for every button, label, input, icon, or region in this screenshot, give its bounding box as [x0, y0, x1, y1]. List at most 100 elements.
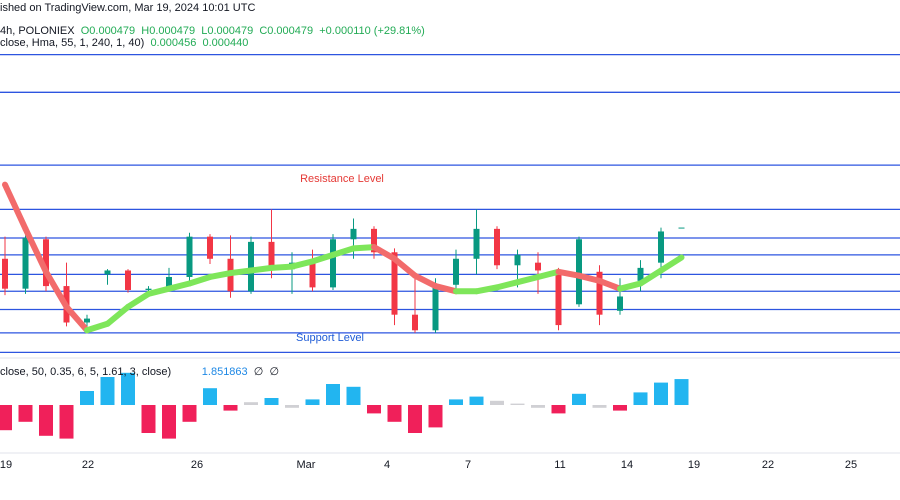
osc-bar	[59, 405, 74, 439]
candle-body	[125, 270, 131, 290]
osc-bar	[100, 377, 115, 405]
candle-body	[248, 241, 254, 292]
x-axis-label: 22	[762, 459, 774, 471]
hma-segment	[125, 290, 152, 310]
osc-bar	[449, 399, 463, 405]
x-axis-label: 19	[0, 459, 12, 471]
hma-segment	[207, 270, 234, 280]
annotation: Support Level	[296, 332, 364, 344]
hma-segment	[391, 255, 418, 279]
candle-body	[453, 258, 459, 285]
hma-segment	[22, 225, 49, 275]
candle-body	[371, 228, 377, 253]
osc-bar	[387, 405, 402, 422]
x-axis-label: Mar	[297, 459, 316, 471]
ohlc: O0.000479 H0.000479 L0.000479 C0.000479 …	[80, 25, 425, 37]
annotation: Resistance Level	[300, 173, 384, 185]
candle-body	[494, 228, 500, 266]
osc-bar	[592, 405, 607, 408]
candle-body	[596, 271, 603, 315]
osc-symbols: ∅ ∅	[253, 366, 280, 378]
osc-bar	[490, 400, 504, 405]
x-axis-label: 7	[465, 459, 471, 471]
hma-segment	[43, 268, 70, 310]
candle-body	[207, 236, 213, 259]
osc-bar	[346, 386, 361, 405]
hma-segment	[494, 279, 521, 291]
hma-value: 0.000456	[150, 37, 197, 49]
hma-segment	[596, 277, 623, 292]
candle-body	[432, 284, 439, 331]
osc-bar	[531, 405, 545, 408]
candle-body	[145, 288, 152, 290]
osc-bar	[121, 372, 135, 405]
hma-segment	[473, 284, 500, 295]
hma-segment	[309, 251, 336, 265]
hma-segment	[84, 320, 111, 334]
candle-body	[473, 228, 480, 259]
candle-body	[43, 239, 49, 287]
osc-bar	[203, 388, 217, 405]
osc-bar	[182, 405, 197, 422]
x-axis-label: 26	[191, 459, 203, 471]
candle-body	[555, 270, 562, 326]
candle-body	[535, 262, 541, 271]
osc-bar	[654, 382, 668, 405]
hma-segment	[145, 285, 172, 297]
hma-segment	[637, 267, 664, 287]
x-axis-label: 22	[82, 459, 94, 471]
osc-bar	[39, 405, 53, 436]
x-axis-label: 11	[554, 459, 565, 471]
osc-bar	[0, 405, 12, 431]
x-axis-label: 4	[384, 459, 390, 471]
osc-bar	[469, 396, 484, 405]
symbol: 4h, POLONIEX	[0, 25, 75, 37]
osc-value: 1.851863	[201, 366, 248, 378]
hma-segment	[617, 280, 644, 292]
candle-body	[412, 314, 418, 331]
candle-body	[514, 254, 521, 266]
candle-body	[2, 258, 8, 289]
hma-settings: close, Hma, 55, 1, 240, 1, 40)	[0, 37, 145, 49]
candle-body	[350, 228, 357, 240]
osc-bar	[510, 403, 525, 405]
hma-segment	[166, 280, 193, 292]
candle-body	[166, 276, 172, 289]
osc-bar	[305, 399, 320, 405]
osc-bar	[80, 391, 94, 405]
osc-bar	[141, 405, 156, 433]
osc-bar	[264, 398, 279, 405]
published: ished on TradingView.com, Mar 19, 2024 1…	[0, 2, 256, 14]
candle-body	[576, 239, 582, 305]
osc-bar	[674, 379, 689, 405]
osc-bar	[633, 392, 648, 405]
hma-segment	[186, 273, 213, 287]
candle-body	[637, 267, 644, 281]
candle-body	[391, 252, 398, 315]
osc-bar	[572, 393, 586, 405]
osc-bar	[326, 384, 340, 405]
hma-segment	[268, 263, 295, 271]
hma-segment	[555, 268, 582, 279]
hma-segment	[412, 272, 439, 290]
candle-body	[104, 270, 111, 275]
hma-segment	[432, 283, 459, 295]
osc-bar	[285, 405, 299, 408]
x-axis-label: 14	[621, 459, 633, 471]
x-axis-label: 25	[845, 459, 857, 471]
osc-bar	[18, 405, 33, 422]
hma-segment	[104, 303, 131, 327]
hma-segment	[350, 244, 377, 252]
hma-segment	[535, 268, 562, 280]
osc-bar	[408, 405, 422, 433]
symbol-legend: 4h, POLONIEX O0.000479 H0.000479 L0.0004…	[0, 25, 425, 37]
osc-bar	[428, 405, 443, 428]
x-axis-label: 19	[688, 459, 700, 471]
candle-body	[309, 262, 316, 288]
hma-segment	[2, 181, 29, 232]
osc-bar	[551, 405, 566, 414]
osc-bar	[244, 402, 258, 405]
hma-segment	[330, 245, 357, 258]
